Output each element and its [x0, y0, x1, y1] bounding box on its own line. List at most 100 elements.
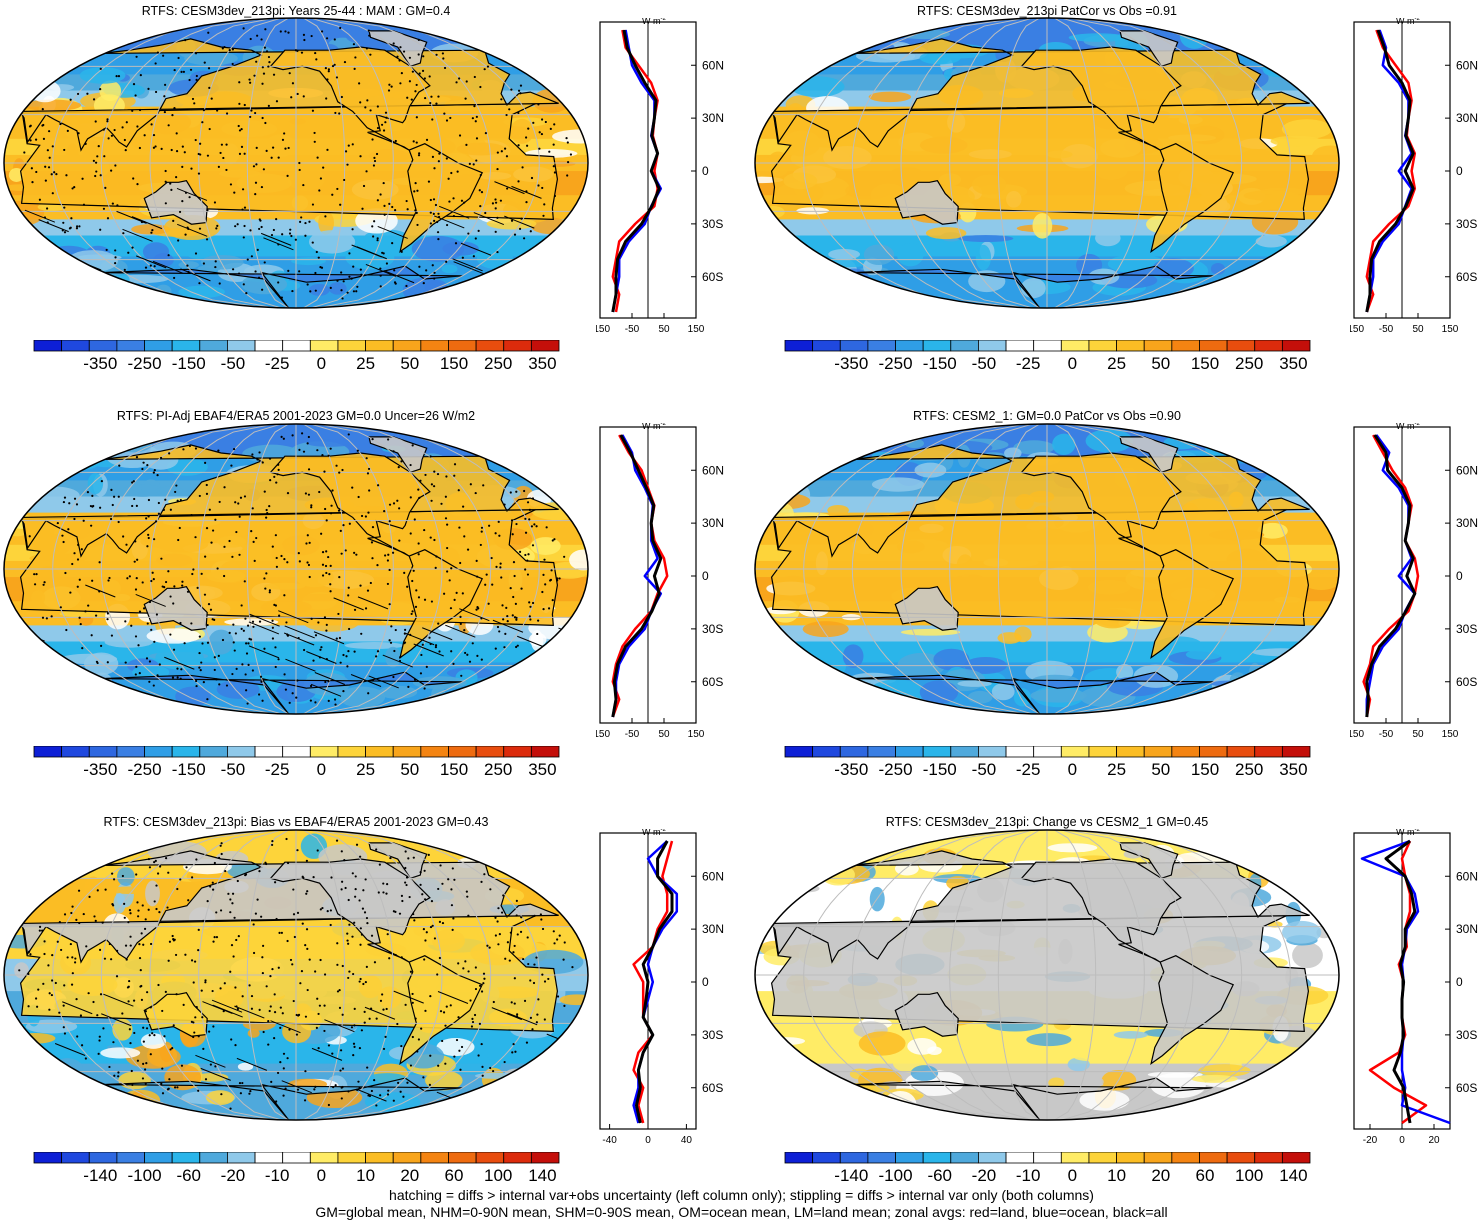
zonal-x-tick-label: 50: [1412, 729, 1424, 740]
map-outline: [3, 423, 589, 715]
zonal-unit-label: W m-2: [642, 829, 666, 837]
colorbar-swatch: [950, 339, 979, 352]
colorbar-tick-label: -25: [265, 354, 290, 373]
panel-title: RTFS: CESM2_1: GM=0.0 PatCor vs Obs =0.9…: [913, 409, 1181, 423]
colorbar-swatch: [227, 339, 256, 352]
colorbar-swatch: [1143, 745, 1173, 758]
colorbar-swatch: [1088, 1151, 1117, 1164]
zonal-x-tick-label: 150: [1442, 324, 1459, 335]
zonal-x-tick-label: -50: [1379, 729, 1394, 740]
robinson-map: [754, 17, 1340, 309]
colorbar-tick-label: -250: [128, 354, 162, 373]
zonal-curve-ocean: [1365, 29, 1413, 313]
colorbar-swatch: [88, 1151, 118, 1164]
zonal-lat-label: 30N: [702, 922, 724, 936]
colorbar-tick-label: 0: [317, 354, 326, 373]
panel-title: RTFS: CESM3dev_213pi PatCor vs Obs =0.91: [917, 4, 1177, 18]
colorbar-tick-label: 10: [1107, 1166, 1126, 1185]
colorbar: -350 -250 -150 -50 -25 0 25 50 150 250 350: [33, 339, 560, 373]
zonal-lat-label: 0: [702, 164, 709, 178]
robinson-map: [3, 17, 589, 309]
colorbar-tick-label: -50: [972, 354, 997, 373]
colorbar-tick-label: 50: [400, 760, 419, 779]
colorbar-tick-label: -60: [176, 1166, 201, 1185]
zonal-curve-ocean: [1365, 434, 1417, 717]
zonal-lat-label: 30N: [702, 111, 724, 125]
colorbar-swatch: [199, 339, 228, 352]
colorbar-swatch: [867, 745, 896, 758]
colorbar-swatch: [839, 1151, 869, 1164]
colorbar-tick-label: 150: [1191, 354, 1219, 373]
colorbar-tick-label: -60: [927, 1166, 952, 1185]
colorbar-tick-label: -25: [1016, 354, 1041, 373]
colorbar-swatch: [33, 339, 63, 352]
zonal-unit-label: W m-2: [1396, 829, 1420, 837]
colorbar-tick-label: 250: [484, 354, 512, 373]
colorbar-swatch: [282, 745, 311, 758]
zonal-lat-label: 60S: [702, 1081, 723, 1095]
colorbar-tick-label: -10: [265, 1166, 290, 1185]
colorbar-tick-label: 250: [484, 760, 512, 779]
zonal-unit-label: W m-2: [642, 18, 666, 26]
colorbar-swatch: [420, 1151, 449, 1164]
colorbar-swatch: [1033, 1151, 1062, 1164]
zonal-mean-plot: W m-2 60N 30N 0 30S 60S -150 -50 50 150: [1350, 423, 1478, 740]
colorbar-swatch: [1033, 745, 1062, 758]
zonal-x-tick-label: -50: [1379, 324, 1394, 335]
colorbar-swatch: [337, 745, 366, 758]
colorbar-swatch: [1143, 339, 1173, 352]
colorbar-tick-label: 60: [1196, 1166, 1215, 1185]
colorbar-swatch: [475, 1151, 505, 1164]
colorbar-container: -350 -250 -150 -50 -25 0 25 50 150 250 350: [775, 339, 1320, 379]
zonal-lat-label: 60S: [702, 675, 723, 689]
zonal-curve-all: [1365, 434, 1417, 718]
colorbar-swatch: [839, 339, 869, 352]
panel-title: RTFS: CESM3dev_213pi: Bias vs EBAF4/ERA5…: [103, 815, 489, 829]
colorbar: -140 -100 -60 -20 -10 0 10 20 60 100 140: [784, 1151, 1311, 1185]
zonal-mean-plot: W m-2 60N 30N 0 30S 60S -150 -50 50 150: [596, 18, 724, 335]
colorbar-tick-label: 0: [1068, 354, 1077, 373]
colorbar-swatch: [812, 1151, 841, 1164]
colorbar-swatch: [1116, 1151, 1145, 1164]
colorbar-swatch: [1116, 745, 1145, 758]
colorbar-swatch: [1005, 339, 1035, 352]
colorbar-swatch: [530, 339, 560, 352]
colorbar-swatch: [475, 339, 505, 352]
colorbar-swatch: [61, 1151, 90, 1164]
zonal-x-tick-label: -50: [625, 729, 640, 740]
zonal-x-tick-label: -150: [596, 324, 610, 335]
colorbar-swatch: [1171, 339, 1200, 352]
zonal-x-tick-label: 50: [658, 729, 670, 740]
zonal-curve-all: [611, 434, 663, 718]
colorbar-tick-label: -150: [172, 354, 206, 373]
colorbar-swatch: [922, 1151, 952, 1164]
colorbar-swatch: [420, 745, 449, 758]
colorbar-swatch: [1281, 1151, 1311, 1164]
colorbar-tick-label: 150: [440, 760, 468, 779]
zonal-mean-plot: W m-2 60N 30N 0 30S 60S -150 -50 50 150: [596, 423, 724, 740]
colorbar-swatch: [365, 1151, 394, 1164]
colorbar-tick-label: 0: [317, 760, 326, 779]
colorbar-swatch: [227, 1151, 256, 1164]
colorbar-swatch: [392, 1151, 422, 1164]
colorbar-tick-label: -150: [923, 354, 957, 373]
colorbar-tick-label: 25: [1107, 354, 1126, 373]
colorbar-swatch: [61, 339, 90, 352]
colorbar-swatch: [420, 339, 449, 352]
colorbar-swatch: [309, 339, 339, 352]
colorbar-swatch: [1199, 1151, 1228, 1164]
colorbar-tick-label: 350: [1279, 760, 1307, 779]
colorbar-swatch: [171, 1151, 201, 1164]
zonal-curve-ocean: [611, 434, 663, 718]
colorbar-swatch: [530, 1151, 560, 1164]
colorbar-swatch: [1033, 339, 1062, 352]
map-outline: [754, 423, 1340, 715]
colorbar-swatch: [392, 745, 422, 758]
zonal-lat-label: 0: [702, 569, 709, 583]
colorbar-swatch: [784, 339, 814, 352]
colorbar-swatch: [1226, 1151, 1256, 1164]
colorbar-swatch: [88, 339, 118, 352]
colorbar-tick-label: 20: [400, 1166, 419, 1185]
colorbar-swatch: [922, 745, 952, 758]
colorbar-container: -140 -100 -60 -20 -10 0 10 20 60 100 140: [775, 1151, 1320, 1191]
